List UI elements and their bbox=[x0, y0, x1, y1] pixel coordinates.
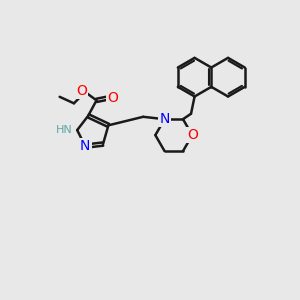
Text: O: O bbox=[107, 91, 118, 105]
Text: O: O bbox=[76, 84, 87, 98]
Text: N: N bbox=[159, 112, 170, 126]
Text: HN: HN bbox=[56, 125, 73, 135]
Text: N: N bbox=[80, 139, 90, 153]
Text: O: O bbox=[187, 128, 198, 142]
